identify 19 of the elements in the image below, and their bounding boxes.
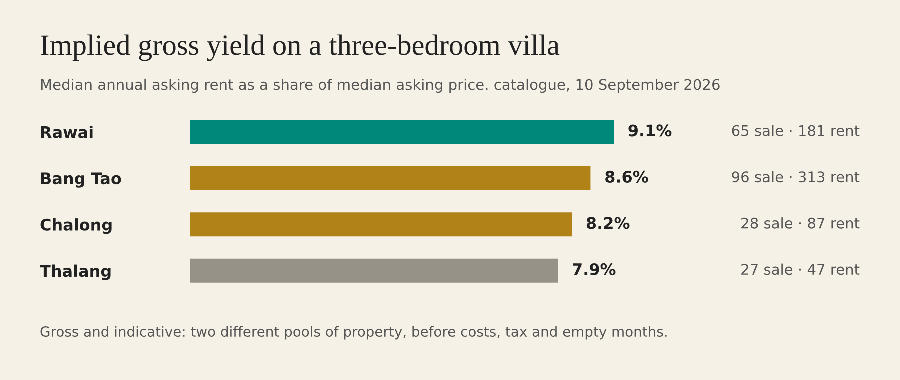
y-tick-label: Bang Tao [41,172,122,188]
data-label: 8.6% [606,170,648,184]
text: 27 sale · 47 rent [742,264,860,276]
chart-title: Implied gross yield on a three-bedroom villa [41,34,560,62]
text: Gross and indicative: two different pools of property, before costs, tax and empty months. [40,326,667,340]
y-tick-label: Rawai [41,126,93,138]
text: 96 sale · 313 rent [732,171,860,183]
bar [190,212,572,237]
y-tick-label: Thalang [40,264,111,280]
data-label: 9.1% [628,124,672,137]
chart-subtitle: Median annual asking rent as a share of median asking price. catalogue, 10 September 2026 [41,78,720,94]
y-tick-label: Chalong [40,218,112,234]
text: 65 sale · 181 rent [732,125,860,136]
text: 28 sale · 87 rent [742,218,860,229]
bar [190,258,558,283]
data-label: 7.9% [573,263,616,276]
bar [190,166,591,190]
data-label: 8.2% [586,217,630,230]
bar [190,120,614,144]
